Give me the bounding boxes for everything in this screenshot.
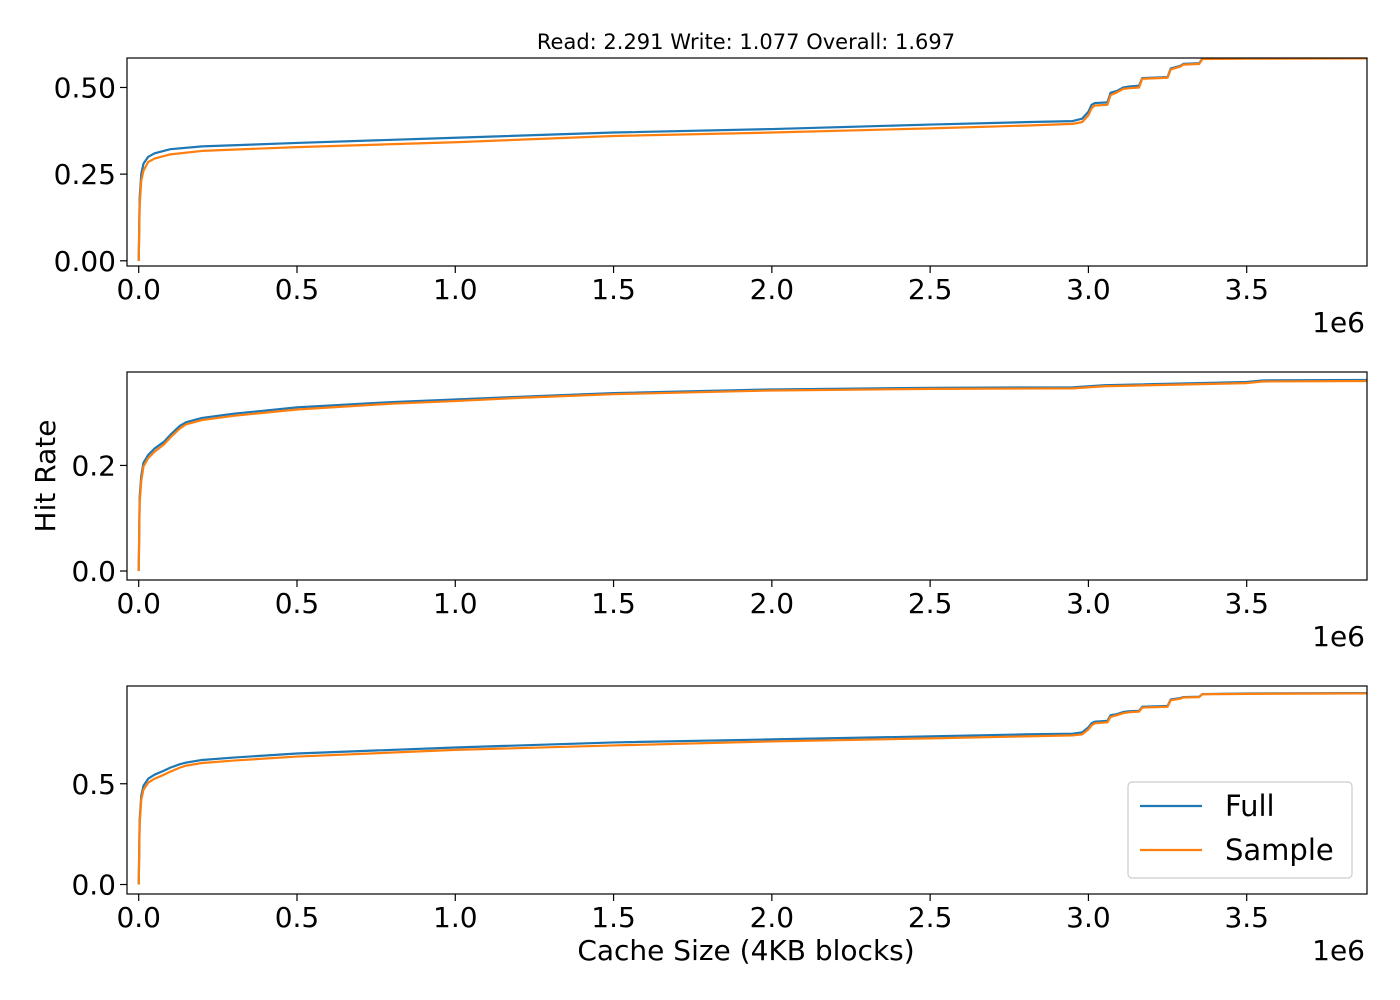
legend-label: Sample (1225, 833, 1334, 867)
subplot-1: 0.0 0.5 1.0 1.5 2.0 2.5 3.0 3.5 0.00 0.25 0.50 1e6 (54, 57, 1368, 339)
series-lines (137, 691, 1367, 885)
legend-item-full: Full (1140, 789, 1275, 823)
x-tick-label: 2.5 (908, 587, 953, 620)
axes-frame (126, 371, 1368, 581)
y-tick-label: 0.25 (54, 158, 116, 191)
series-line-full (137, 58, 1367, 261)
x-tick-label: 2.5 (908, 273, 953, 306)
y-axis-label: Hit Rate (29, 420, 62, 533)
x-tick-label: 1.0 (433, 587, 478, 620)
y-tick-label: 0.5 (71, 768, 116, 801)
y-tick-label: 0.0 (71, 555, 116, 588)
subplot-2: 0.0 0.5 1.0 1.5 2.0 2.5 3.0 3.5 0.0 0.2 1e6 (71, 371, 1368, 653)
x-tick-label: 1.5 (591, 273, 636, 306)
x-tick-label: 1.5 (591, 587, 636, 620)
x-tick-label: 3.0 (1066, 901, 1111, 934)
x-tick-label: 1.0 (433, 273, 478, 306)
subplot-3: 0.0 0.5 1.0 1.5 2.0 2.5 3.0 3.5 0.0 0.5 1e6 (71, 685, 1368, 967)
series-lines (137, 378, 1367, 572)
x-tick-label: 3.5 (1224, 587, 1269, 620)
chart-title: Read: 2.291 Write: 1.077 Overall: 1.697 (537, 30, 955, 54)
x-tick-label: 0.5 (275, 587, 320, 620)
series-line-sample (137, 379, 1367, 572)
series-lines (137, 58, 1367, 261)
y-tick-label: 0.00 (54, 245, 116, 278)
x-tick-label: 0.0 (116, 587, 161, 620)
x-offset-label: 1e6 (1312, 934, 1365, 967)
y-tick-label: 0.0 (71, 869, 116, 902)
series-line-sample (137, 58, 1367, 261)
x-tick-label: 2.0 (750, 901, 795, 934)
x-tick-label: 0.5 (275, 273, 320, 306)
subplot-panels: 0.0 0.5 1.0 1.5 2.0 2.5 3.0 3.50.000.250.501e60… (54, 57, 1368, 967)
x-tick-label: 0.0 (116, 273, 161, 306)
series-line-sample (137, 692, 1367, 885)
x-tick-label: 3.0 (1066, 273, 1111, 306)
x-tick-label: 3.0 (1066, 587, 1111, 620)
y-tick-label: 0.2 (71, 449, 116, 482)
x-tick-label: 3.5 (1224, 901, 1269, 934)
x-tick-label: 2.5 (908, 901, 953, 934)
x-tick-label: 2.0 (750, 587, 795, 620)
x-tick-label: 0.0 (116, 901, 161, 934)
x-tick-label: 0.5 (275, 901, 320, 934)
axes-frame (126, 57, 1368, 267)
legend-label: Full (1225, 789, 1275, 823)
x-offset-label: 1e6 (1312, 306, 1365, 339)
x-tick-label: 2.0 (750, 273, 795, 306)
x-tick-label: 3.5 (1224, 273, 1269, 306)
legend: Full Sample (1127, 781, 1353, 879)
x-offset-label: 1e6 (1312, 620, 1365, 653)
legend-item-sample: Sample (1140, 833, 1334, 867)
x-tick-label: 1.5 (591, 901, 636, 934)
axes-frame (126, 685, 1368, 895)
y-tick-label: 0.50 (54, 71, 116, 104)
x-tick-label: 1.0 (433, 901, 478, 934)
x-axis-label: Cache Size (4KB blocks) (577, 934, 914, 967)
